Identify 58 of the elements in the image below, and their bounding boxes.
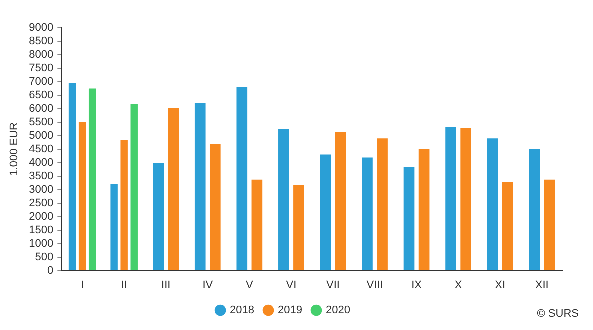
y-tick-label: 500 [35, 251, 54, 264]
bar [404, 167, 415, 270]
bar [294, 185, 304, 270]
bar [194, 104, 206, 270]
x-tick-label: IV [202, 279, 214, 292]
x-tick-label: III [162, 279, 171, 292]
y-tick-label: 6000 [29, 102, 54, 115]
x-tick-label: XI [495, 279, 506, 292]
bar [88, 88, 96, 270]
bar [335, 132, 346, 270]
x-tick-label: VI [286, 279, 297, 292]
x-tick-label: II [121, 279, 128, 292]
x-tick-label: XII [535, 279, 549, 292]
bar [210, 144, 221, 270]
bar [544, 180, 556, 270]
y-tick-label: 3500 [29, 170, 54, 182]
bar [130, 104, 138, 270]
x-tick-label: VIII [366, 279, 384, 292]
bar [153, 163, 164, 270]
y-tick-label: 2000 [29, 210, 54, 223]
bar [460, 128, 472, 270]
legend-label: 2020 [326, 304, 350, 317]
bar [418, 149, 430, 270]
bar [377, 138, 388, 270]
x-tick-label: IX [412, 279, 423, 292]
bar [236, 87, 248, 270]
y-tick-label: 3000 [29, 184, 54, 196]
y-tick-label: 7500 [29, 62, 54, 74]
bar [278, 129, 290, 270]
bar [362, 158, 373, 270]
x-tick-label: VII [326, 279, 340, 292]
bar [502, 182, 514, 270]
bar [252, 180, 263, 270]
x-tick-label: X [454, 279, 463, 292]
y-tick-label: 0 [48, 264, 54, 277]
y-tick-label: 5500 [29, 116, 54, 128]
y-tick-label: 1500 [29, 224, 54, 236]
x-tick-label: V [246, 279, 254, 292]
y-tick-label: 4500 [29, 143, 54, 156]
bar [320, 154, 332, 270]
bar [487, 138, 498, 270]
legend-label: 2019 [278, 304, 302, 317]
y-tick-label: 8500 [29, 36, 54, 48]
y-tick-label: 7000 [29, 76, 54, 88]
y-tick-label: 8000 [29, 49, 54, 62]
y-tick-label: 1000 [29, 238, 54, 250]
y-tick-label: 6500 [29, 89, 54, 102]
y-tick-label: 2500 [29, 197, 54, 210]
y-tick-label: 9000 [29, 22, 54, 34]
y-tick-label: 5000 [29, 130, 54, 142]
y-tick-label: 4000 [29, 156, 54, 169]
bar [446, 127, 456, 270]
text: © SURS [537, 308, 579, 320]
legend-label: 2018 [230, 304, 255, 317]
bar [168, 108, 180, 270]
y-axis-title: 1.000 EUR [8, 122, 21, 176]
bar [529, 149, 540, 270]
x-tick-label: I [81, 279, 84, 292]
